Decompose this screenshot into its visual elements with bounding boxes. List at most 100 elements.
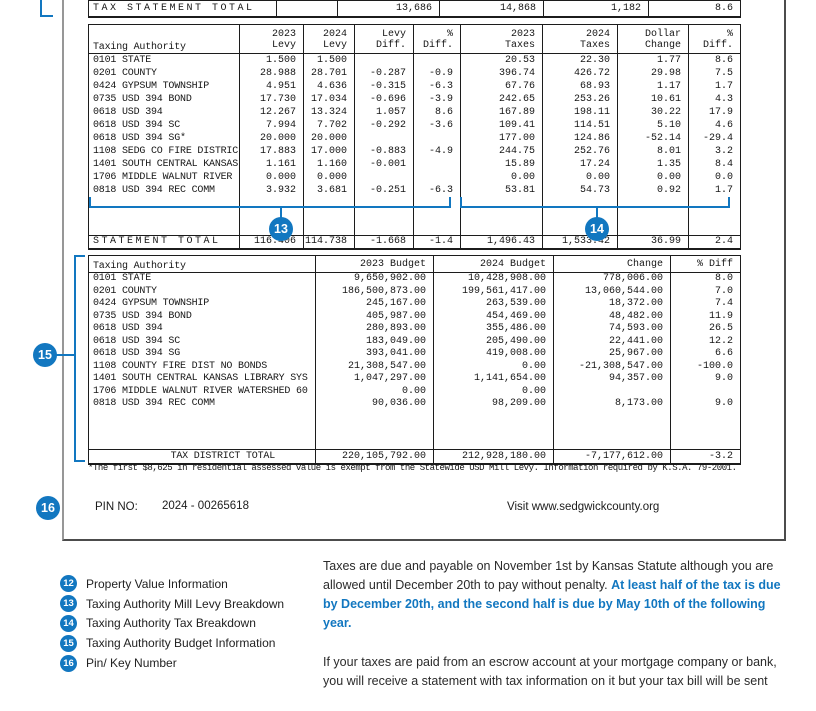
column-header: 2024 Budget (433, 255, 554, 273)
table-cell: 1.7 (688, 80, 741, 93)
table-row: 1706 MIDDLE WALNUT RIVER WATERSHED 60 0.0… (89, 385, 741, 398)
table-row: 1401 SOUTH CENTRAL KANSAS LIBRARY SYS 1,0… (89, 373, 741, 386)
table-cell: -0.315 (354, 80, 414, 93)
table-cell: 53.81 (460, 184, 543, 197)
total-cell: -1.4 (413, 234, 461, 249)
callout-legend: 12 Property Value Information 13 Taxing … (60, 574, 320, 673)
total-row: STATEMENT TOTAL 116.406 114.738 -1.668 -1.4 1… (88, 234, 741, 249)
table-cell: 8,173.00 (553, 398, 671, 411)
table-cell: 419,008.00 (433, 348, 554, 361)
table-cell (413, 158, 461, 171)
callout-15-stem (56, 354, 74, 356)
table-cell: 20.53 (460, 53, 543, 67)
table-cell: -3.9 (413, 93, 461, 106)
table-cell: 205,490.00 (433, 335, 554, 348)
callout-16-badge: 16 (36, 496, 60, 520)
budget-table: Taxing Authority 2023 Budget 2024 Budget Ch… (88, 255, 741, 465)
table-row: 1108 COUNTY FIRE DIST NO BONDS 21,308,547… (89, 360, 741, 373)
spacer-cell (688, 197, 741, 235)
table-cell: 198.11 (542, 106, 618, 119)
table-cell: 17.000 (303, 145, 355, 158)
table-row: 0818 USD 394 REC COMM 90,036.00 98,209.00 8… (89, 398, 741, 411)
table-cell: 124.86 (542, 132, 618, 145)
table-row: 0618 USD 394 SG* 20.000 20.000 177.00 124.86… (89, 132, 741, 145)
table-cell: 9.0 (670, 398, 741, 411)
table-cell: 0818 USD 394 REC COMM (93, 398, 215, 409)
table-cell: -0.696 (354, 93, 414, 106)
table-cell: 15.89 (460, 158, 543, 171)
table-cell: -0.251 (354, 184, 414, 197)
table-cell: 4.3 (688, 93, 741, 106)
total-cell: 13,686 (337, 0, 440, 17)
callout-13-badge: 13 (269, 217, 293, 241)
total-cell: 2.4 (688, 234, 741, 249)
table-row: 0201 COUNTY 186,500,873.00 199,561,417.00 1… (89, 285, 741, 298)
table-cell: 10.61 (617, 93, 689, 106)
column-header: 2024 Levy (303, 24, 355, 54)
spacer-cell (315, 410, 434, 450)
table-cell: 1.160 (303, 158, 355, 171)
table-row: 0818 USD 394 REC COMM 3.932 3.681 -0.251 -6.… (89, 184, 741, 197)
spacer-cell (413, 197, 461, 235)
table-cell: 20.000 (239, 132, 304, 145)
legend-badge-14: 14 (60, 614, 77, 632)
column-header: % Diff (670, 255, 741, 273)
spacer-cell (617, 197, 689, 235)
table-cell: 25,967.00 (553, 348, 671, 361)
spacer-row (89, 410, 741, 450)
website-text: Visit www.sedgwickcounty.org (507, 501, 660, 513)
table-cell: 1.17 (617, 80, 689, 93)
total-label: TAX STATEMENT TOTAL (93, 3, 255, 14)
table-cell: 7.5 (688, 67, 741, 80)
table-row: 0735 USD 394 BOND 17.730 17.034 -0.696 -3.9 2… (89, 93, 741, 106)
table-cell: 0735 USD 394 BOND (93, 310, 192, 322)
table-cell: 1.7 (688, 184, 741, 197)
table-cell: 17.9 (688, 106, 741, 119)
legend-label: Taxing Authority Tax Breakdown (86, 616, 256, 631)
table-cell (413, 132, 461, 145)
total-row: TAX DISTRICT TOTAL 220,105,792.00 212,928,… (88, 449, 741, 464)
total-cell: 114.738 (303, 234, 355, 249)
table-cell: 1,047,297.00 (315, 373, 434, 386)
table-cell (413, 53, 461, 67)
table-cell: 28.701 (303, 67, 355, 80)
total-cell: -7,177,612.00 (553, 449, 671, 464)
column-header: 2023 Budget (315, 255, 434, 273)
legend-item-budget-info: 15 Taxing Authority Budget Information (60, 633, 320, 653)
table-cell: 8.01 (617, 145, 689, 158)
levy-breakdown-table: Taxing Authority 2023 Levy 2024 Levy Levy D… (88, 24, 741, 250)
callout-14-badge: 14 (585, 217, 609, 241)
column-header: Dollar Change (617, 24, 689, 54)
table-cell (670, 385, 741, 398)
table-cell: 12.2 (670, 335, 741, 348)
table-cell: 0618 USD 394 SG (93, 348, 181, 359)
table-cell: -0.001 (354, 158, 414, 171)
table-cell: 0.00 (315, 385, 434, 398)
total-cell (276, 0, 338, 17)
callout-15-bracket (74, 255, 85, 462)
table-cell: 0201 COUNTY (93, 285, 157, 297)
table-cell: 396.74 (460, 67, 543, 80)
spacer-cell (553, 410, 671, 450)
table-cell: 1.161 (239, 158, 304, 171)
table-cell: 0101 STATE (93, 273, 152, 284)
table-cell: 3.932 (239, 184, 304, 197)
table-cell: 1706 MIDDLE WALNUT RIVER WATERSHED 60 (93, 385, 308, 397)
table-cell: 1.500 (239, 53, 304, 67)
column-header: 2023 Levy (239, 24, 304, 54)
table-cell: 10,428,908.00 (433, 272, 554, 286)
table-cell: 0618 USD 394 SC (93, 120, 181, 131)
table-cell: 0618 USD 394 SG* (93, 133, 186, 144)
column-header: % Diff. (688, 24, 741, 54)
table-cell: -6.3 (413, 184, 461, 197)
table-cell: -0.883 (354, 145, 414, 158)
table-cell: -100.0 (670, 360, 741, 373)
table-cell (553, 385, 671, 398)
pin-label: PIN NO: (95, 501, 138, 513)
table-cell: 355,486.00 (433, 323, 554, 336)
due-dates-text: Taxes are due and payable on November 1s… (323, 559, 774, 592)
table-cell: -0.287 (354, 67, 414, 80)
header-row: Taxing Authority 2023 Levy 2024 Levy Levy D… (88, 24, 741, 54)
table-cell: 13,060,544.00 (553, 285, 671, 298)
table-cell: -29.4 (688, 132, 741, 145)
